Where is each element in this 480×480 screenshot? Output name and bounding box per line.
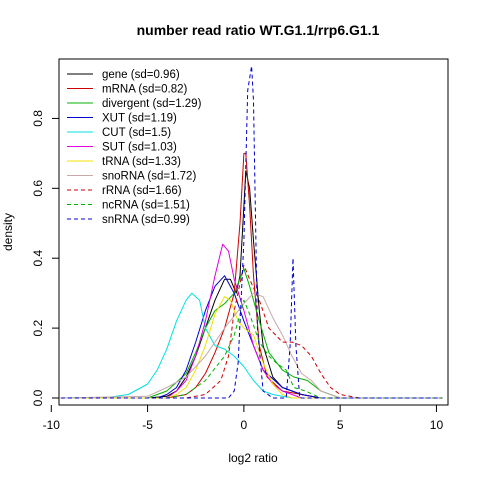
y-tick-label: 0.6 [31,180,45,197]
x-tick-label: 5 [337,418,344,432]
series-line-2 [60,268,443,399]
y-tick-label: 0.4 [31,250,45,267]
y-tick-label: 0.8 [31,110,45,127]
series-line-4 [60,292,443,399]
legend-label-10: snRNA (sd=0.99) [102,214,190,226]
series-line-5 [60,243,443,399]
chart-title: number read ratio WT.G1.1/rrp6.G1.1 [137,22,380,38]
y-axis-label: density [1,213,15,251]
series-line-7 [60,292,443,399]
x-axis-label: log2 ratio [228,451,278,465]
legend-label-4: CUT (sd=1.5) [102,127,171,139]
legend-label-5: SUT (sd=1.03) [102,142,177,154]
legend: gene (sd=0.96) mRNA (sd=0.82) divergent (s… [67,69,202,226]
series-line-6 [60,296,443,399]
series-line-9 [60,299,443,399]
x-tick-label: 10 [430,418,444,432]
x-tick-label: -5 [142,418,153,432]
plot-frame [58,58,449,406]
legend-label-7: snoRNA (sd=1.72) [102,171,196,183]
legend-label-1: mRNA (sd=0.82) [102,84,187,96]
y-tick-label: 0.0 [31,389,45,406]
series-line-0 [60,170,443,399]
legend-label-8: rRNA (sd=1.66) [102,185,182,197]
series-line-8 [60,264,443,399]
legend-label-6: tRNA (sd=1.33) [102,156,181,168]
x-tick-label: -10 [43,418,61,432]
legend-label-9: ncRNA (sd=1.51) [102,200,190,212]
series-layer [60,65,443,399]
legend-label-2: divergent (sd=1.29) [102,98,202,110]
y-axis: 0.0 0.2 0.4 0.6 0.8 [31,110,59,406]
y-tick-label: 0.2 [31,319,45,336]
series-line-3 [60,275,443,399]
x-tick-label: 0 [241,418,248,432]
x-axis: -10 -5 0 5 10 [43,405,444,432]
legend-label-0: gene (sd=0.96) [102,69,180,81]
series-line-10 [60,65,443,399]
legend-label-3: XUT (sd=1.19) [102,113,177,125]
